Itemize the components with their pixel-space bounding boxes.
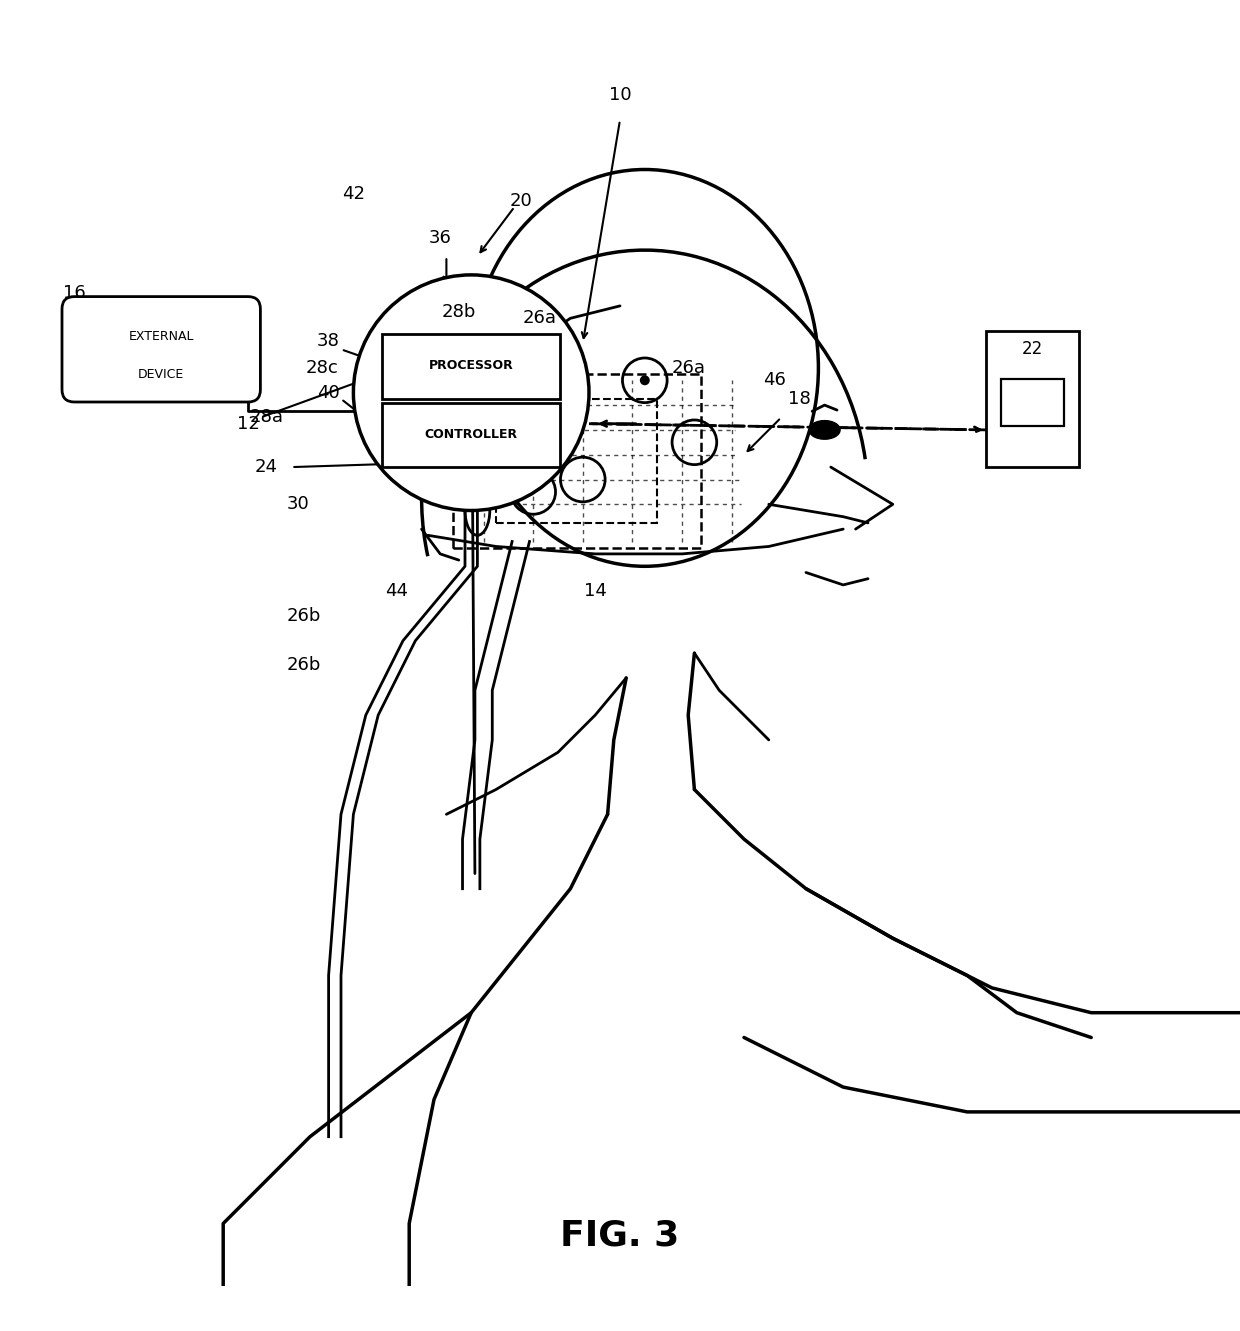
Text: 38: 38 <box>317 331 340 350</box>
FancyBboxPatch shape <box>382 402 560 467</box>
Text: 36: 36 <box>429 229 451 246</box>
Text: 12: 12 <box>237 415 259 433</box>
Text: FIG. 3: FIG. 3 <box>560 1219 680 1252</box>
Text: 46: 46 <box>764 371 786 389</box>
Circle shape <box>640 375 650 385</box>
Text: 14: 14 <box>584 582 606 600</box>
Text: 26b: 26b <box>286 607 321 624</box>
Text: 24: 24 <box>255 458 278 476</box>
Text: 20: 20 <box>510 192 532 209</box>
Text: 30: 30 <box>286 495 309 514</box>
FancyBboxPatch shape <box>382 334 560 399</box>
Text: 42: 42 <box>342 185 365 204</box>
Text: DEVICE: DEVICE <box>138 367 185 381</box>
Text: 16: 16 <box>63 285 86 302</box>
Text: PROCESSOR: PROCESSOR <box>429 359 513 371</box>
Text: 28c: 28c <box>306 359 339 377</box>
Text: CONTROLLER: CONTROLLER <box>424 429 518 442</box>
Text: 10: 10 <box>609 87 631 104</box>
Text: 26a: 26a <box>671 359 706 377</box>
Text: EXTERNAL: EXTERNAL <box>129 330 193 343</box>
Text: 22: 22 <box>1022 341 1043 358</box>
Circle shape <box>353 276 589 511</box>
Text: 18: 18 <box>789 390 811 407</box>
Ellipse shape <box>808 421 841 439</box>
Text: 28b: 28b <box>441 303 476 321</box>
FancyBboxPatch shape <box>986 330 1079 467</box>
FancyBboxPatch shape <box>62 297 260 402</box>
Text: 28a: 28a <box>249 409 284 426</box>
Text: 26b: 26b <box>286 656 321 675</box>
Circle shape <box>541 387 551 398</box>
Text: 44: 44 <box>386 582 408 600</box>
Text: 26a: 26a <box>522 309 557 327</box>
Text: 40: 40 <box>317 383 340 402</box>
